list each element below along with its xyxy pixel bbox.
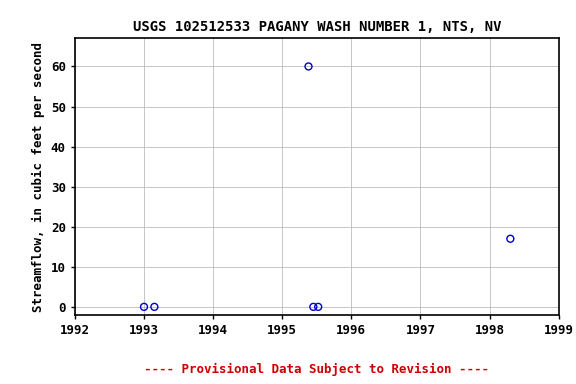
Y-axis label: Streamflow, in cubic feet per second: Streamflow, in cubic feet per second: [32, 41, 46, 312]
Point: [150, 304, 159, 310]
Point: [309, 304, 318, 310]
Point: [139, 304, 149, 310]
Title: USGS 102512533 PAGANY WASH NUMBER 1, NTS, NV: USGS 102512533 PAGANY WASH NUMBER 1, NTS…: [132, 20, 501, 35]
Text: ---- Provisional Data Subject to Revision ----: ---- Provisional Data Subject to Revisio…: [145, 363, 489, 376]
Point: [304, 63, 313, 70]
Point: [313, 304, 323, 310]
Point: [506, 236, 515, 242]
